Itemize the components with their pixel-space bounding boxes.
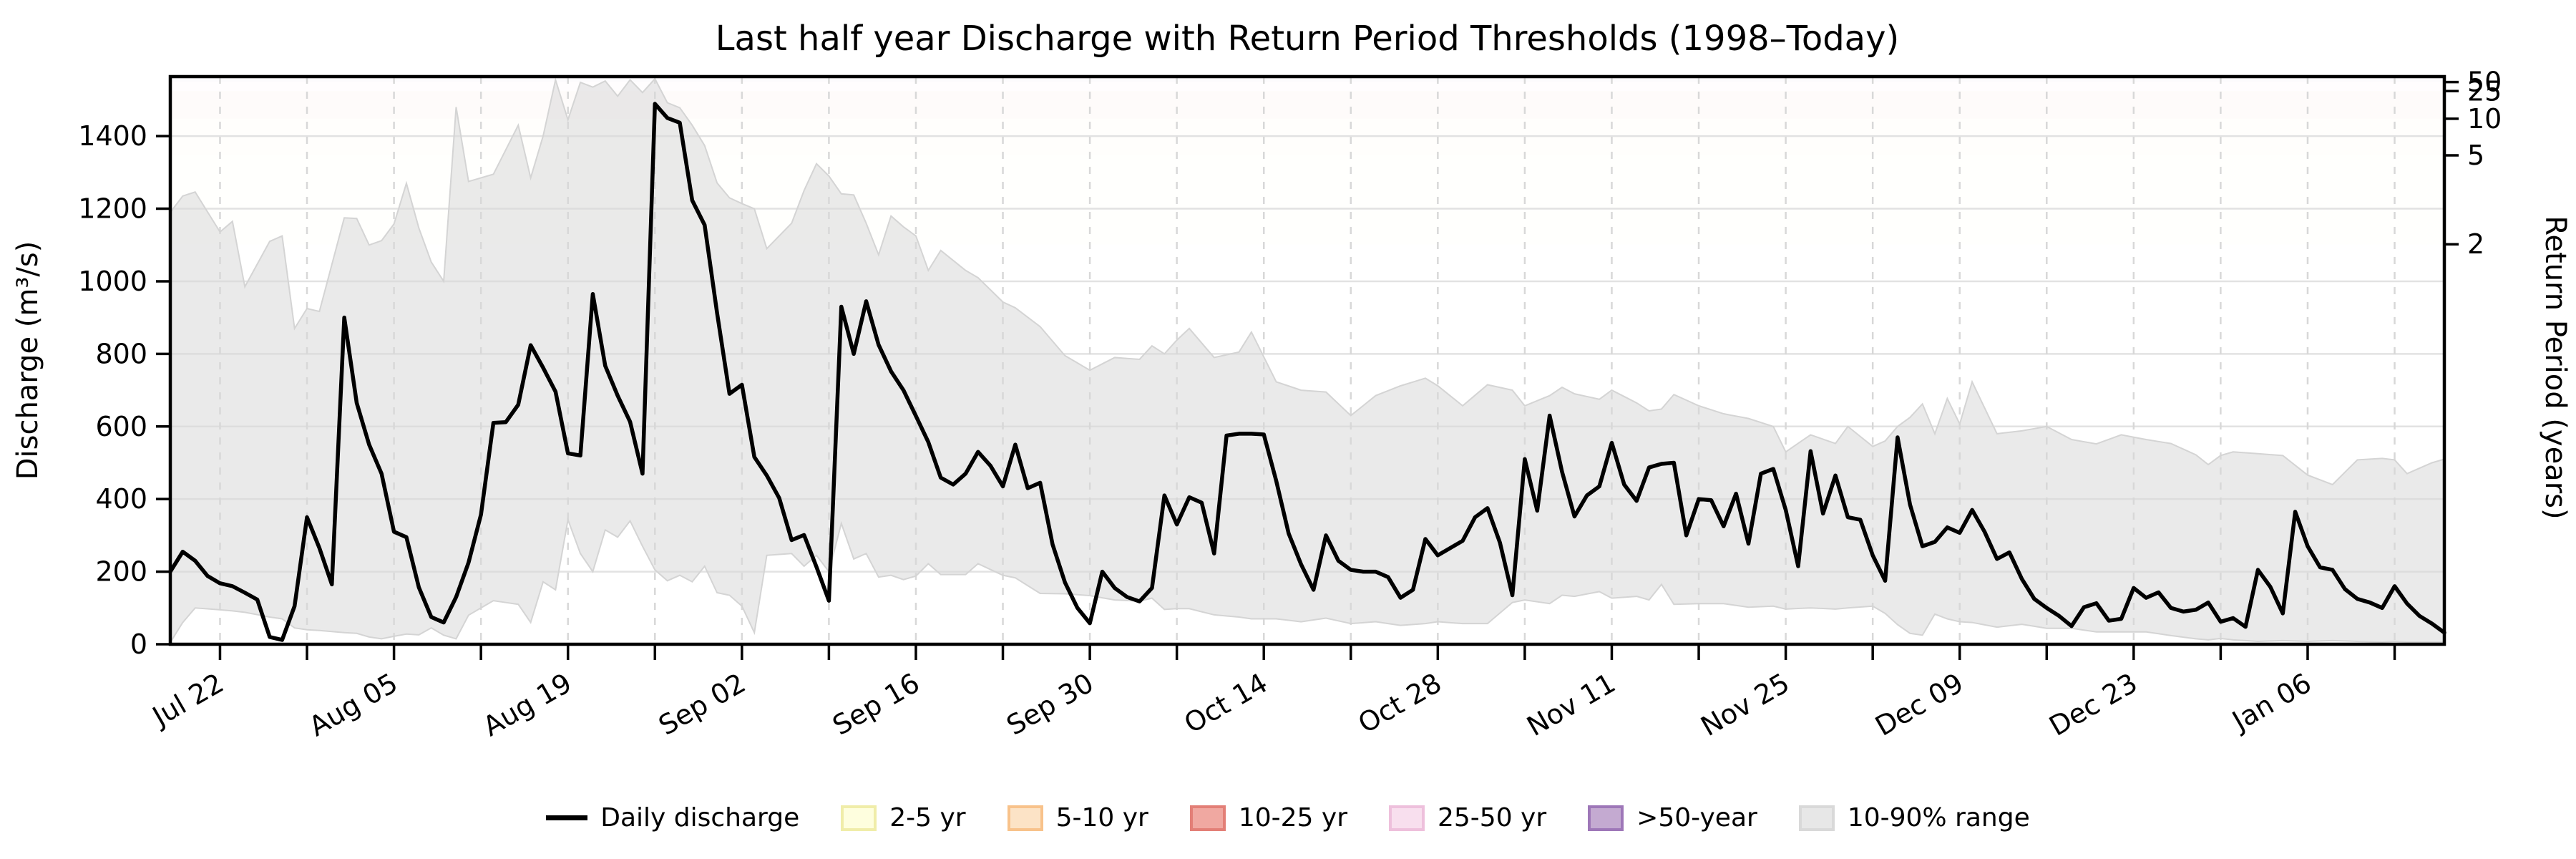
legend-label: 10-25 yr xyxy=(1238,803,1347,833)
legend-item-10-25-yr: 10-25 yr xyxy=(1189,803,1347,833)
threshold-band->50-year xyxy=(170,77,2444,82)
daily-discharge-line xyxy=(168,102,2446,642)
legend-item-10-90-range: 10-90% range xyxy=(1798,803,2030,833)
legend: Daily discharge 2-5 yr 5-10 yr 10-25 yr 25-5… xyxy=(0,803,2576,833)
legend-patch-swatch xyxy=(841,805,877,831)
legend-label: Daily discharge xyxy=(600,803,800,833)
x-tick-label: Sep 16 xyxy=(827,667,924,742)
x-tick-label: Jan 06 xyxy=(2226,667,2317,738)
y2-tick-label: 25 xyxy=(2467,75,2502,107)
threshold-band-10-25 yr xyxy=(170,91,2444,119)
legend-item-daily-discharge: Daily discharge xyxy=(546,803,799,833)
legend-line-swatch xyxy=(546,815,588,820)
legend-label: 2-5 yr xyxy=(889,803,966,833)
legend-item-2-5-yr: 2-5 yr xyxy=(841,803,966,833)
legend-patch-swatch xyxy=(1189,805,1226,831)
x-tick-label: Sep 02 xyxy=(653,667,751,742)
y-tick-label: 0 xyxy=(130,629,147,660)
y-tick-label: 600 xyxy=(95,411,147,442)
legend-label: 10-90% range xyxy=(1847,803,2030,833)
x-tick-label: Sep 30 xyxy=(1001,667,1098,742)
y-tick-label: 800 xyxy=(95,338,147,369)
x-tick-label: Aug 19 xyxy=(478,667,577,742)
chart-title: Last half year Discharge with Return Per… xyxy=(715,19,1900,59)
legend-item--50-year: >50-year xyxy=(1588,803,1757,833)
band-upper-edge xyxy=(170,77,2445,486)
y-tick-label: 1200 xyxy=(78,193,147,225)
legend-patch-swatch xyxy=(1798,805,1835,831)
legend-label: 5-10 yr xyxy=(1055,803,1148,833)
y2-axis-label: Return Period (years) xyxy=(2539,215,2572,519)
band-lower-edge xyxy=(170,517,2444,643)
x-tick-label: Dec 23 xyxy=(2044,667,2142,742)
legend-item-5-10-yr: 5-10 yr xyxy=(1007,803,1148,833)
plot-border xyxy=(168,74,2446,646)
x-tick-label: Aug 05 xyxy=(303,667,403,742)
legend-patch-swatch xyxy=(1588,805,1624,831)
legend-label: >50-year xyxy=(1636,803,1757,833)
x-tick-label: Dec 09 xyxy=(1870,667,1968,742)
x-tick-label: Oct 28 xyxy=(1353,667,1447,739)
y-axis-label: Discharge (m³/s) xyxy=(11,241,44,480)
band-10-90 xyxy=(170,79,2444,643)
y-tick-label: 200 xyxy=(95,556,147,588)
x-tick-label: Jul 22 xyxy=(146,667,229,733)
legend-patch-swatch xyxy=(1007,805,1043,831)
y-tick-label: 1000 xyxy=(78,266,147,297)
legend-item-25-50-yr: 25-50 yr xyxy=(1389,803,1546,833)
x-tick-label: Nov 11 xyxy=(1521,667,1621,742)
y2-tick-label: 10 xyxy=(2467,103,2502,135)
y-tick-label: 400 xyxy=(95,483,147,515)
threshold-band-25-50 yr xyxy=(170,82,2444,92)
legend-patch-swatch xyxy=(1389,805,1425,831)
y-tick-label: 1400 xyxy=(78,120,147,152)
y2-tick-label: 5 xyxy=(2467,140,2484,171)
x-tick-label: Oct 14 xyxy=(1179,667,1272,739)
y2-tick-label: 2 xyxy=(2467,228,2484,260)
x-tick-label: Nov 25 xyxy=(1696,667,1795,742)
legend-label: 25-50 yr xyxy=(1438,803,1547,833)
y2-tick-label: 50 xyxy=(2467,67,2502,98)
